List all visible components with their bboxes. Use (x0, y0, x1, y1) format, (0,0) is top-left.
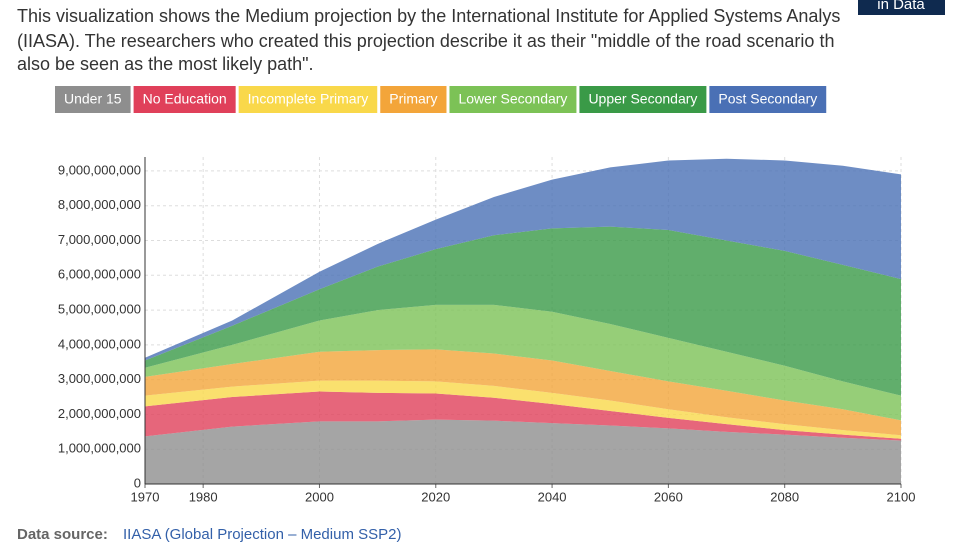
legend-label[interactable]: No Education (143, 91, 227, 107)
y-tick-label: 1,000,000,000 (58, 441, 141, 456)
legend-item[interactable] (579, 86, 707, 113)
logo-text[interactable]: in Data (877, 0, 925, 13)
x-tick-label: 2080 (770, 489, 799, 504)
legend-label[interactable]: Primary (389, 91, 437, 107)
legend-item[interactable] (449, 86, 577, 113)
x-tick-label: 2020 (421, 489, 450, 504)
header-line: also be seen as the most likely path". (17, 54, 314, 74)
legend-label[interactable]: Post Secondary (718, 91, 817, 107)
x-tick-label: 1970 (131, 489, 160, 504)
y-tick-label: 5,000,000,000 (58, 302, 141, 317)
logo[interactable] (858, 0, 945, 15)
legend-label[interactable]: Incomplete Primary (248, 91, 369, 107)
area (145, 380, 901, 439)
x-tick-label: 2040 (538, 489, 567, 504)
y-tick-label: 4,000,000,000 (58, 336, 141, 351)
legend-label[interactable]: Under 15 (64, 91, 122, 107)
legend-label[interactable]: Upper Secondary (588, 91, 697, 107)
x-tick-label: 2060 (654, 489, 683, 504)
legend-item[interactable] (709, 86, 827, 113)
y-tick-label: 3,000,000,000 (58, 371, 141, 386)
y-tick-label: 6,000,000,000 (58, 267, 141, 282)
legend-item[interactable] (238, 86, 378, 113)
legend-item[interactable] (133, 86, 236, 113)
legend-label[interactable]: Lower Secondary (458, 91, 567, 107)
area (145, 304, 901, 421)
area (145, 419, 901, 484)
source-link[interactable]: IIASA (Global Projection – Medium SSP2) (123, 526, 401, 543)
legend-item[interactable] (55, 86, 131, 113)
y-tick-label: 2,000,000,000 (58, 406, 141, 421)
x-tick-label: 2000 (305, 489, 334, 504)
area (145, 158, 901, 361)
area (145, 349, 901, 436)
chart: 0 1,000,000,000 2,000,000,000 3,000,000,000… (55, 86, 915, 504)
area (145, 391, 901, 441)
y-tick-label: 8,000,000,000 (58, 197, 141, 212)
area (145, 226, 901, 396)
x-tick-label: 1980 (189, 489, 218, 504)
y-tick-label: 7,000,000,000 (58, 232, 141, 247)
y-tick-label: 0 (134, 475, 141, 490)
source-label: Data source: (17, 526, 108, 543)
header-line: This visualization shows the Medium proj… (17, 6, 840, 26)
y-tick-label: 9,000,000,000 (58, 162, 141, 177)
legend-item[interactable] (380, 86, 447, 113)
x-tick-label: 2100 (887, 489, 916, 504)
header-line: (IIASA). The researchers who created thi… (17, 31, 834, 51)
